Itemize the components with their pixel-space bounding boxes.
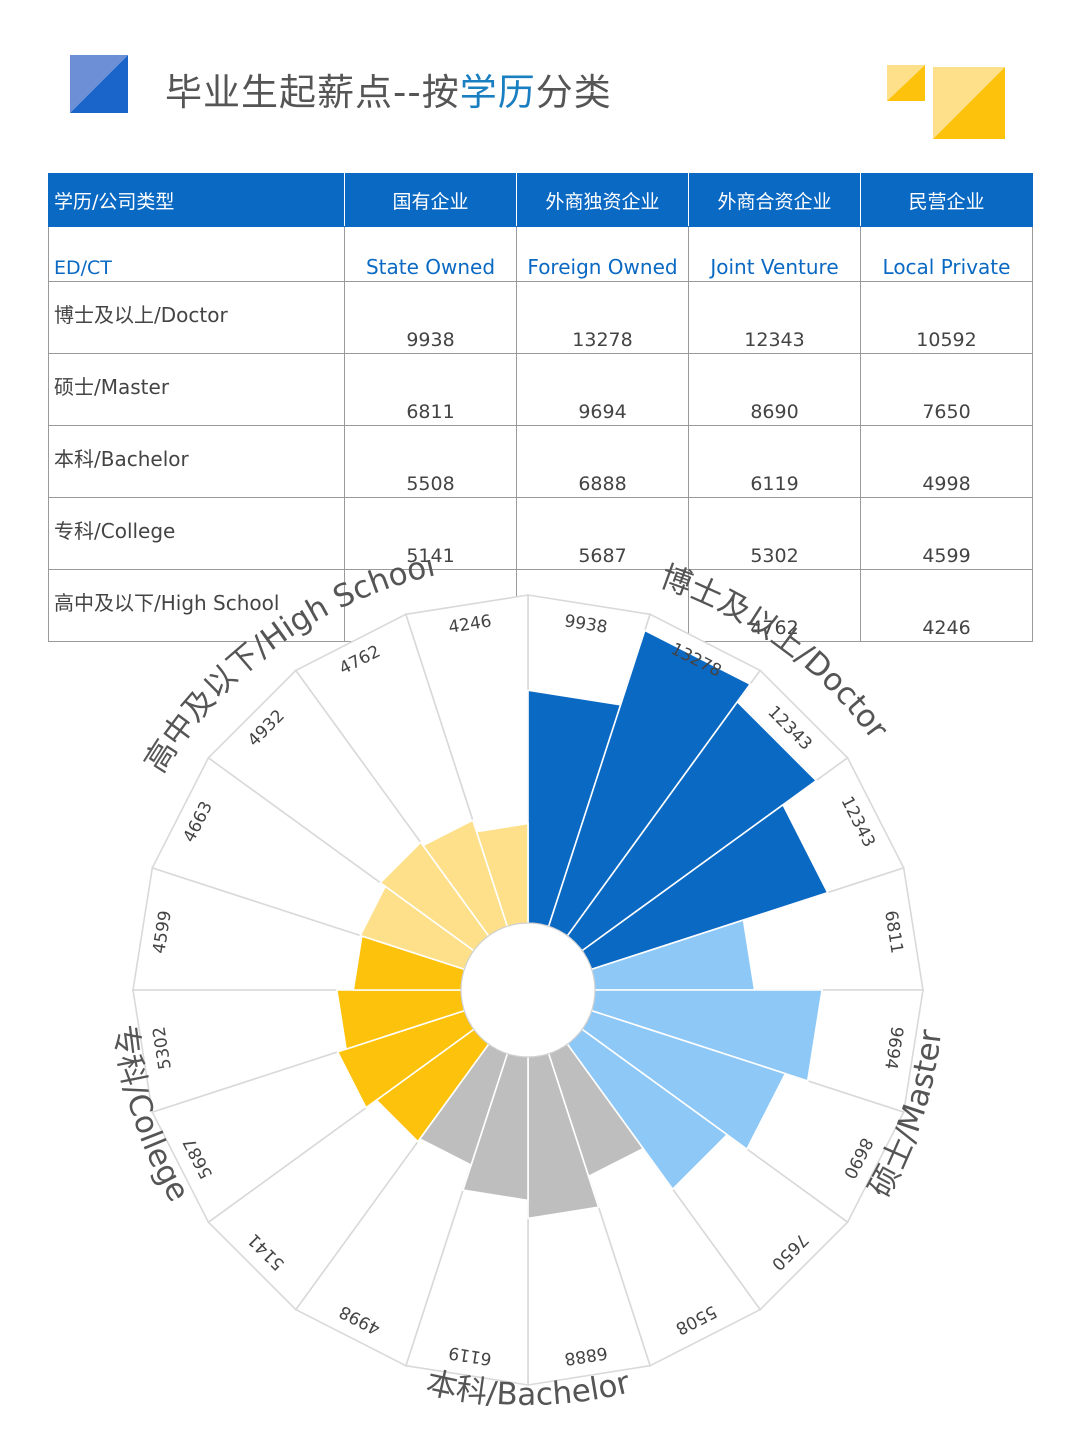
table-cell: 4246 — [860, 569, 1033, 642]
table-cell: 4599 — [860, 497, 1033, 570]
table-cell: 13278 — [516, 281, 689, 354]
table-cell: 4998 — [860, 425, 1033, 498]
col-header-en: State Owned — [344, 226, 517, 282]
col-header-cn: 民营企业 — [860, 173, 1033, 227]
table-cell: 5508 — [344, 425, 517, 498]
col-header-cn: 外商独资企业 — [516, 173, 689, 227]
row-label: 硕士/Master — [48, 353, 345, 426]
corner-label-cn: 学历/公司类型 — [48, 173, 345, 227]
title-part-1: 毕业生起薪点--按 — [165, 71, 460, 114]
polar-bar-chart: 9938132781234312343681196948690765055086… — [106, 560, 949, 1413]
table-cell: 7650 — [860, 353, 1033, 426]
table-row: 专科/College 5141 5687 5302 4599 — [48, 497, 1033, 570]
chart-center-hole — [460, 922, 596, 1058]
header-left-square-icon — [70, 55, 128, 113]
table-row: 高中及以下/High School 4668 4932 4762 4246 — [48, 569, 1033, 642]
table-cell: 4762 — [688, 569, 861, 642]
row-label: 本科/Bachelor — [48, 425, 345, 498]
table-cell: 5687 — [516, 497, 689, 570]
title-part-2: 分类 — [535, 71, 612, 114]
col-header-en: Local Private — [860, 226, 1033, 282]
col-header-cn: 外商合资企业 — [688, 173, 861, 227]
col-header-cn: 国有企业 — [344, 173, 517, 227]
table-cell: 8690 — [688, 353, 861, 426]
table-row: 博士及以上/Doctor 9938 13278 12343 10592 — [48, 281, 1033, 354]
salary-table: 学历/公司类型 国有企业 外商独资企业 外商合资企业 民营企业 ED/CT St… — [48, 173, 1033, 642]
table-header-cn: 学历/公司类型 国有企业 外商独资企业 外商合资企业 民营企业 — [48, 173, 1033, 227]
table-header-en: ED/CT State Owned Foreign Owned Joint Ve… — [48, 226, 1033, 282]
table-row: 本科/Bachelor 5508 6888 6119 4998 — [48, 425, 1033, 498]
table-cell: 6119 — [688, 425, 861, 498]
table-cell: 12343 — [688, 281, 861, 354]
corner-label-en: ED/CT — [48, 226, 345, 282]
table-cell: 6811 — [344, 353, 517, 426]
col-header-en: Joint Venture — [688, 226, 861, 282]
row-label: 高中及以下/High School — [48, 569, 345, 642]
row-label: 专科/College — [48, 497, 345, 570]
title-highlight: 学历 — [459, 71, 536, 114]
table-cell: 9938 — [344, 281, 517, 354]
page-title: 毕业生起薪点--按学历分类 — [165, 62, 612, 116]
col-header-en: Foreign Owned — [516, 226, 689, 282]
table-cell: 5302 — [688, 497, 861, 570]
table-cell: 9694 — [516, 353, 689, 426]
table-cell: 6888 — [516, 425, 689, 498]
table-row: 硕士/Master 6811 9694 8690 7650 — [48, 353, 1033, 426]
row-label: 博士及以上/Doctor — [48, 281, 345, 354]
table-cell: 5141 — [344, 497, 517, 570]
table-cell: 10592 — [860, 281, 1033, 354]
header-right-squares-icon — [887, 65, 1005, 139]
